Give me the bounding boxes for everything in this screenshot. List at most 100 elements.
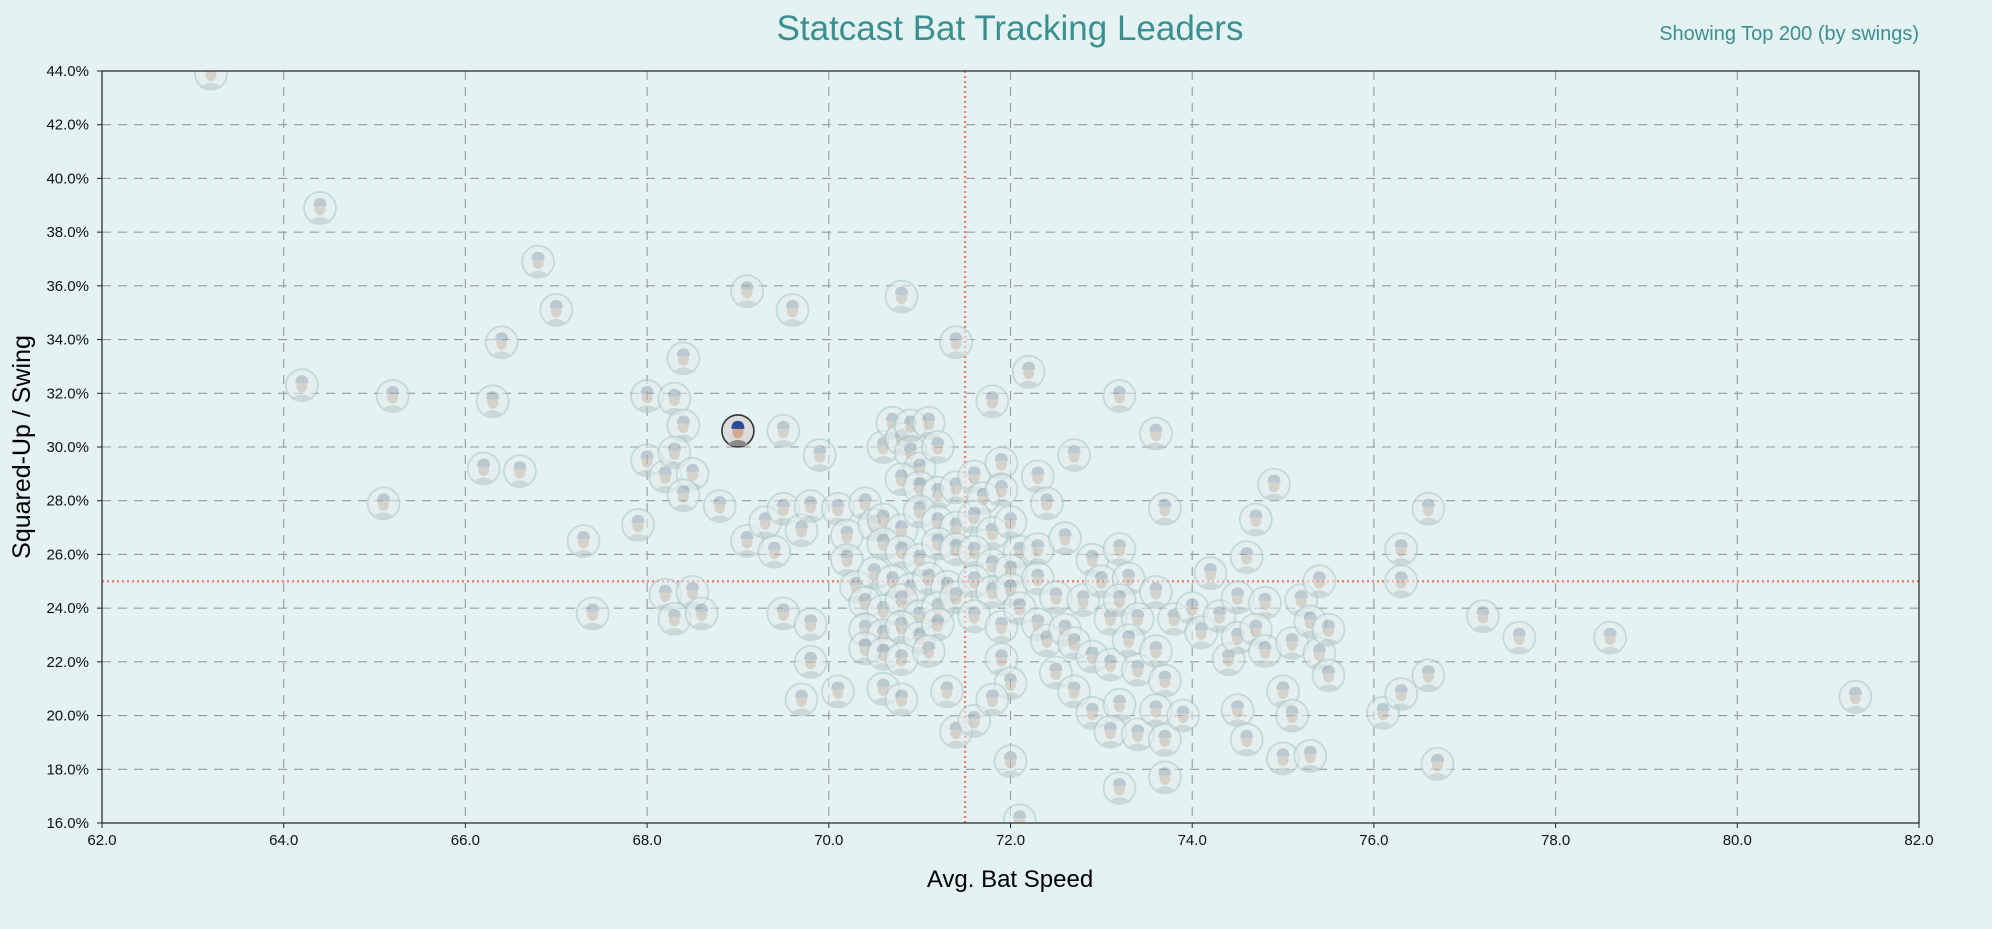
player-point — [1302, 564, 1337, 599]
data-points — [194, 71, 1873, 823]
player-point — [1120, 717, 1155, 752]
player-point — [1420, 747, 1455, 781]
player-point — [484, 325, 519, 360]
player-point — [1148, 491, 1182, 526]
player-point — [503, 454, 537, 489]
player-point — [1257, 467, 1291, 502]
x-tick-label: 82.0 — [1904, 832, 1933, 849]
player-point — [1266, 741, 1300, 776]
player-point — [1411, 491, 1446, 526]
player-point — [884, 642, 919, 677]
player-point — [975, 384, 1010, 419]
y-tick-label: 42.0% — [46, 117, 89, 134]
player-point — [1057, 438, 1091, 473]
x-tick-label: 70.0 — [814, 832, 843, 849]
player-point — [1220, 580, 1255, 615]
player-point — [1838, 679, 1873, 714]
player-point — [957, 499, 992, 534]
x-tick-label: 80.0 — [1723, 832, 1752, 849]
player-point — [793, 489, 828, 524]
player-point — [830, 518, 864, 553]
player-point — [975, 682, 1010, 717]
player-point — [1229, 722, 1264, 757]
player-point — [284, 368, 319, 403]
player-point — [466, 451, 501, 486]
player-point — [1384, 564, 1419, 599]
player-point — [1229, 540, 1264, 574]
y-tick-label: 38.0% — [46, 224, 89, 241]
player-point — [766, 596, 801, 631]
player-point — [793, 607, 828, 642]
player-point — [775, 293, 810, 327]
player-point — [920, 430, 955, 464]
player-point — [1311, 658, 1346, 693]
player-point — [930, 674, 964, 709]
y-tick-label: 32.0% — [46, 385, 89, 402]
player-point — [884, 279, 919, 314]
player-point — [366, 486, 401, 521]
y-tick-label: 36.0% — [46, 278, 89, 295]
player-point — [1166, 698, 1200, 733]
player-point — [1102, 532, 1137, 566]
y-tick-label: 26.0% — [46, 546, 89, 563]
player-point — [730, 274, 764, 309]
player-point — [793, 645, 828, 679]
player-point — [1238, 502, 1273, 537]
player-point — [1011, 354, 1046, 389]
highlighted-player-point — [721, 414, 755, 448]
player-point — [1102, 379, 1137, 413]
player-point — [1093, 647, 1128, 682]
player-point — [1148, 663, 1182, 698]
player-point — [884, 682, 919, 717]
y-tick-label: 34.0% — [46, 332, 89, 349]
x-tick-label: 68.0 — [632, 832, 661, 849]
player-point — [1466, 599, 1500, 634]
player-point — [1411, 658, 1446, 693]
player-point — [1384, 677, 1419, 711]
x-tick-label: 78.0 — [1541, 832, 1570, 849]
player-point — [1048, 521, 1082, 556]
player-point — [666, 341, 701, 376]
y-tick-label: 30.0% — [46, 439, 89, 456]
player-point — [1193, 556, 1228, 591]
player-point — [993, 744, 1028, 779]
highlight-layer — [721, 414, 755, 448]
player-point — [684, 596, 719, 631]
player-point — [1502, 620, 1537, 655]
player-point — [666, 478, 701, 513]
player-point — [830, 542, 864, 577]
player-point — [939, 325, 973, 360]
y-tick-labels: 16.0% 18.0% 20.0% 22.0% 24.0% 26.0% 28.0% 30.0%… — [46, 63, 102, 832]
player-point — [1384, 532, 1419, 566]
player-point — [1029, 486, 1064, 521]
player-point — [539, 293, 574, 327]
player-point — [1139, 416, 1173, 451]
chart-subtitle: Showing Top 200 (by swings) — [1659, 23, 1919, 45]
y-tick-label: 16.0% — [46, 815, 89, 832]
player-point — [521, 244, 555, 279]
player-point — [621, 508, 655, 542]
player-point — [821, 674, 855, 709]
player-point — [566, 524, 601, 558]
y-tick-label: 24.0% — [46, 600, 89, 617]
y-tick-label: 20.0% — [46, 708, 89, 725]
player-point — [1139, 575, 1173, 609]
player-point — [1039, 580, 1073, 615]
player-point — [630, 379, 664, 413]
chart-title: Statcast Bat Tracking Leaders — [777, 9, 1244, 48]
player-point — [1002, 803, 1037, 823]
reference-lines — [102, 71, 1919, 823]
player-point — [702, 489, 737, 524]
player-point — [766, 413, 801, 448]
player-point — [1020, 459, 1055, 494]
player-point — [1275, 698, 1309, 733]
player-point — [475, 384, 510, 419]
x-tick-label: 76.0 — [1359, 832, 1388, 849]
player-point — [1102, 771, 1137, 805]
y-tick-label: 44.0% — [46, 63, 89, 80]
player-point — [1293, 739, 1328, 773]
player-point — [575, 596, 610, 631]
x-tick-labels: 62.0 64.0 66.0 68.0 70.0 72.0 74.0 76.0 78.0 80.0… — [87, 823, 1934, 849]
y-tick-label: 28.0% — [46, 493, 89, 510]
